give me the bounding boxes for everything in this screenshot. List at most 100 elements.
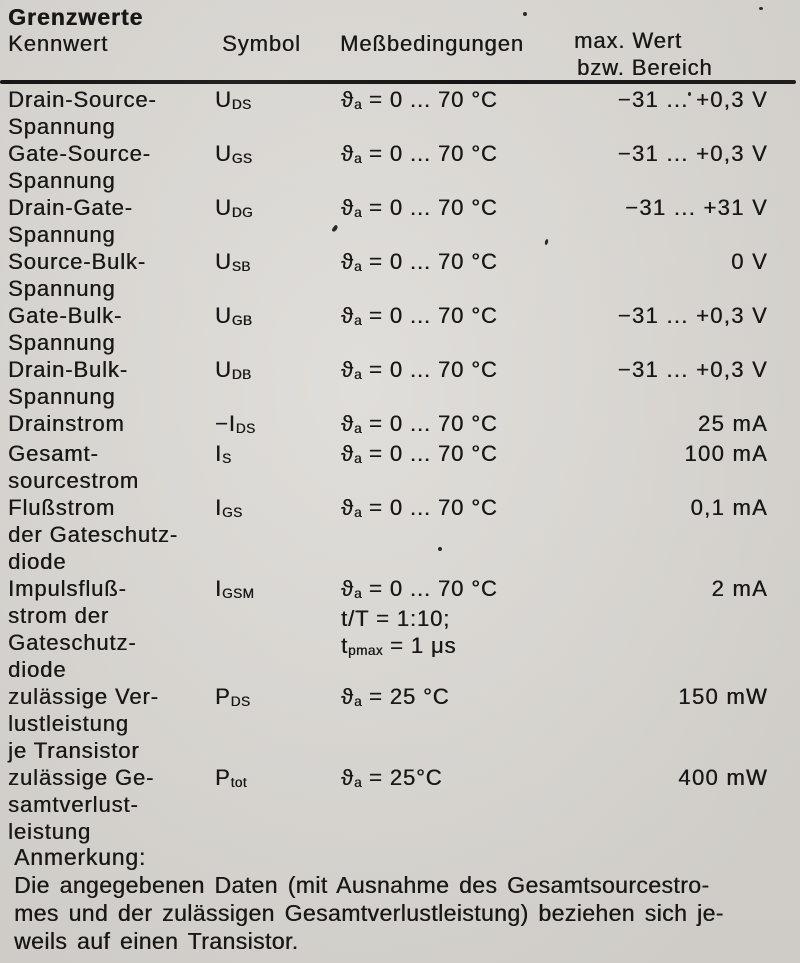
condition-line: tpmax = 1 μs	[341, 633, 457, 659]
note-heading: Anmerkung:	[14, 844, 147, 870]
kennwert-line: Spannung	[8, 384, 116, 409]
kennwert-line: Spannung	[8, 222, 116, 247]
condition-line: ϑa = 0 ... 70 °C	[341, 141, 498, 167]
note-section: Anmerkung: Die angegebenen Daten (mit Au…	[14, 843, 790, 955]
condition-subscript: a	[353, 586, 362, 602]
kennwert-cell: zulässige Ge-samtverlust-leistung	[8, 764, 215, 845]
table-row: Gate-Bulk- Spannung UGB ϑa = 0 ... 70 °C −31…	[8, 302, 768, 356]
kennwert-line: Drain-Bulk-	[8, 357, 128, 382]
value-cell: 100 mA	[684, 441, 768, 466]
condition-line: ϑa = 0 ... 70 °C	[341, 495, 498, 521]
conditions-cell: ϑa = 0 ... 70 °C	[341, 410, 555, 440]
conditions-cell: ϑa = 0 ... 70 °C	[341, 248, 555, 302]
column-header-max-wert-line2: bzw. Bereich	[577, 55, 713, 80]
kennwert-line: Gate-Bulk-	[8, 303, 123, 328]
kennwert-line: Source-Bulk-	[8, 249, 146, 274]
table-row: Gesamt-sourcestrom IS ϑa = 0 ... 70 °C 100 …	[8, 440, 768, 494]
condition-subscript: a	[353, 505, 362, 521]
condition-line: ϑa = 0 ... 70 °C	[341, 441, 498, 467]
condition-line: ϑa = 0 ... 70 °C	[341, 249, 498, 275]
note-line: mes und der zulässigen Gesamtverlustleis…	[14, 900, 724, 926]
symbol-subscript: GS	[222, 505, 243, 521]
condition-line: ϑa = 0 ... 70 °C	[341, 87, 498, 113]
value-cell: 400 mW	[678, 765, 768, 790]
value-cell: −31 ... +0,3 V	[617, 87, 768, 112]
kennwert-line: Gesamt-	[8, 441, 99, 466]
value-cell: 0 V	[731, 249, 768, 274]
symbol-subscript: DS	[230, 694, 251, 710]
kennwert-cell: Gate-Bulk- Spannung	[8, 302, 215, 356]
symbol-subscript: DG	[231, 205, 254, 221]
symbol-subscript: GS	[231, 151, 253, 167]
kennwert-cell: Drain-Source- Spannung	[8, 86, 215, 140]
symbol-cell: −IDS	[215, 411, 256, 437]
kennwert-line: Flußstrom	[8, 495, 116, 520]
column-header-max-wert-line1: max. Wert	[574, 28, 682, 53]
value-cell: −31 ... +31 V	[625, 195, 768, 220]
condition-subscript: a	[353, 451, 362, 467]
kennwert-line: Drain-Source-	[8, 87, 157, 112]
symbol-cell: IS	[215, 441, 232, 467]
table-row: Impulsfluß-strom der Gateschutz-diode IGSM…	[8, 575, 768, 683]
kennwert-line: Spannung	[8, 276, 116, 301]
page-title: Grenzwerte	[8, 4, 144, 30]
condition-line: ϑa = 0 ... 70 °C	[341, 303, 498, 329]
condition-subscript: a	[353, 775, 362, 791]
symbol-subscript: DS	[235, 421, 256, 437]
table-body: Drain-Source- Spannung UDS ϑa = 0 ... 70 °C…	[8, 86, 768, 845]
symbol-cell: IGSM	[215, 576, 255, 602]
condition-subscript: a	[353, 694, 362, 710]
kennwert-line: Spannung	[8, 168, 116, 193]
value-cell: 25 mA	[697, 411, 768, 436]
value-cell: −31 ... +0,3 V	[617, 141, 768, 166]
kennwert-line: Spannung	[8, 330, 116, 355]
kennwert-line: je Transistor	[8, 738, 140, 763]
table-row: zulässige Ge-samtverlust-leistung Ptot ϑa …	[8, 764, 768, 845]
condition-subscript: a	[353, 367, 362, 383]
value-cell: −31 ... +0,3 V	[617, 303, 768, 328]
column-header-symbol: Symbol	[222, 31, 301, 56]
kennwert-line: diode	[8, 549, 67, 574]
symbol-subscript: SB	[231, 259, 251, 275]
scan-artifact	[688, 92, 691, 96]
conditions-cell: ϑa = 25°C	[341, 764, 555, 845]
conditions-cell: ϑa = 0 ... 70 °C	[341, 194, 555, 248]
condition-subscript: pmax	[348, 643, 383, 659]
condition-subscript: a	[353, 205, 362, 221]
condition-line: ϑa = 25 °C	[341, 684, 450, 710]
condition-subscript: a	[353, 313, 362, 329]
condition-subscript: a	[353, 151, 362, 167]
conditions-cell: ϑa = 0 ... 70 °C t/T = 1:10; tpmax = 1 μs	[341, 575, 555, 683]
kennwert-line: samtverlust-	[8, 792, 139, 817]
kennwert-line: zulässige Ge-	[8, 765, 155, 790]
symbol-subscript: tot	[230, 775, 247, 791]
header-divider-rule	[0, 80, 796, 84]
table-row: Source-Bulk- Spannung USB ϑa = 0 ... 70 °C 0…	[8, 248, 768, 302]
condition-line: ϑa = 25°C	[341, 765, 443, 791]
kennwert-line: sourcestrom	[8, 468, 139, 493]
conditions-cell: ϑa = 0 ... 70 °C	[341, 356, 555, 410]
scan-artifact	[438, 547, 442, 551]
value-cell: −31 ... +0,3 V	[617, 357, 768, 382]
kennwert-cell: Flußstrom der Gateschutz-diode	[8, 494, 215, 575]
kennwert-cell: Drain-Bulk- Spannung	[8, 356, 215, 410]
note-line: weils auf einen Transistor.	[14, 928, 299, 954]
kennwert-line: Drainstrom	[8, 411, 125, 436]
symbol-subscript: DB	[231, 367, 252, 383]
conditions-cell: ϑa = 25 °C	[341, 683, 555, 764]
kennwert-line: Spannung	[8, 114, 116, 139]
table-row: Flußstrom der Gateschutz-diode IGS ϑa = 0 .…	[8, 494, 768, 575]
kennwert-line: Impulsfluß-	[8, 576, 127, 601]
column-header-kennwert: Kennwert	[8, 31, 109, 56]
symbol-cell: IGS	[215, 495, 243, 521]
symbol-cell: UDG	[215, 195, 254, 221]
condition-line: ϑa = 0 ... 70 °C	[341, 195, 498, 221]
kennwert-line: Gate-Source-	[8, 141, 151, 166]
kennwert-cell: Drain-Gate- Spannung	[8, 194, 215, 248]
kennwert-line: strom der	[8, 603, 110, 628]
symbol-cell: UDB	[215, 357, 252, 383]
kennwert-line: zulässige Ver-	[8, 684, 159, 709]
condition-line: ϑa = 0 ... 70 °C	[341, 576, 498, 602]
condition-line: ϑa = 0 ... 70 °C	[341, 411, 498, 437]
